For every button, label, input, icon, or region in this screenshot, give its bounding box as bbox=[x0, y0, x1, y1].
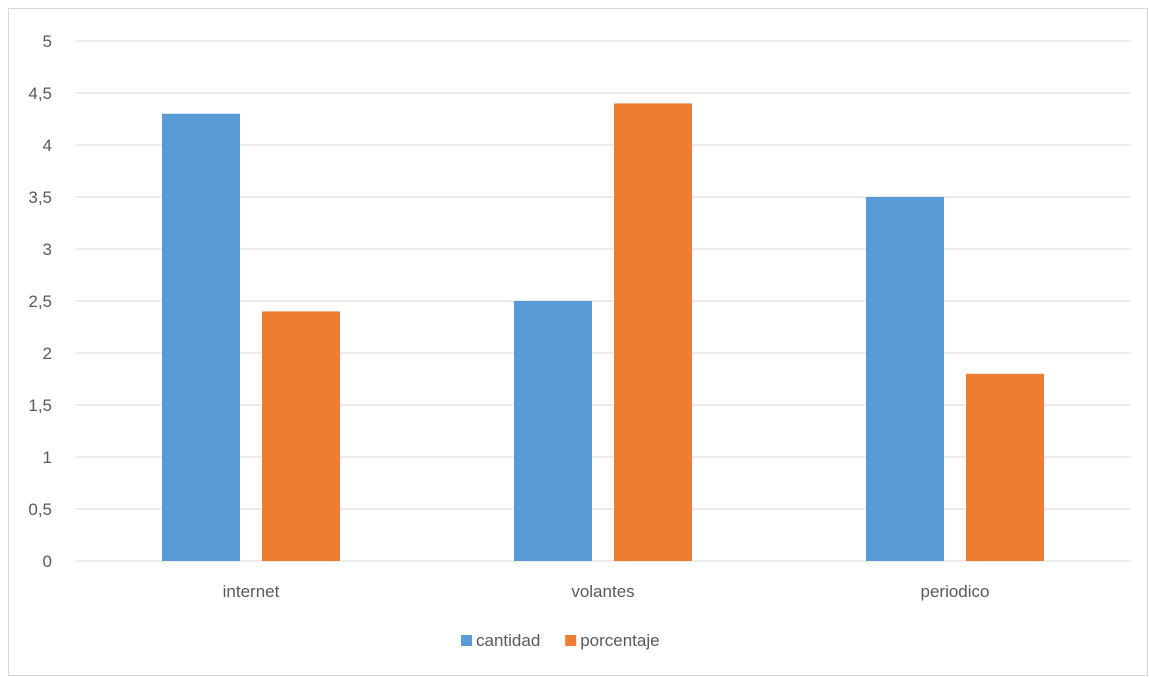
y-tick-label: 2 bbox=[43, 344, 52, 363]
bar-porcentaje-periodico bbox=[966, 373, 1044, 561]
x-axis-category-labels: internet volantes periodico bbox=[223, 582, 990, 601]
x-category-label: volantes bbox=[571, 582, 634, 601]
legend-swatch-porcentaje bbox=[565, 635, 577, 646]
bar-cantidad-internet bbox=[162, 113, 240, 562]
legend-swatch-cantidad bbox=[461, 635, 472, 646]
gridlines bbox=[75, 40, 1131, 562]
bar-cantidad-volantes bbox=[514, 301, 592, 561]
y-tick-label: 0 bbox=[43, 552, 52, 571]
bars bbox=[162, 103, 1044, 562]
x-category-label: internet bbox=[223, 582, 280, 601]
y-tick-label: 1 bbox=[43, 448, 52, 467]
bar-porcentaje-volantes bbox=[614, 103, 692, 562]
bar-porcentaje-internet bbox=[262, 311, 340, 561]
legend-label: cantidad bbox=[476, 631, 540, 650]
y-tick-label: 0,5 bbox=[28, 500, 52, 519]
y-tick-label: 1,5 bbox=[28, 396, 52, 415]
y-tick-label: 4 bbox=[43, 136, 52, 155]
y-tick-label: 2,5 bbox=[28, 292, 52, 311]
legend-label: porcentaje bbox=[580, 631, 659, 650]
x-category-label: periodico bbox=[921, 582, 990, 601]
y-tick-label: 3,5 bbox=[28, 188, 52, 207]
bar-cantidad-periodico bbox=[866, 197, 944, 561]
y-tick-label: 3 bbox=[43, 240, 52, 259]
y-axis-tick-labels: 0 0,5 1 1,5 2 2,5 3 3,5 4 4,5 5 bbox=[28, 32, 52, 571]
y-tick-label: 4,5 bbox=[28, 84, 52, 103]
y-tick-label: 5 bbox=[43, 32, 52, 51]
legend: cantidad porcentaje bbox=[461, 631, 660, 650]
